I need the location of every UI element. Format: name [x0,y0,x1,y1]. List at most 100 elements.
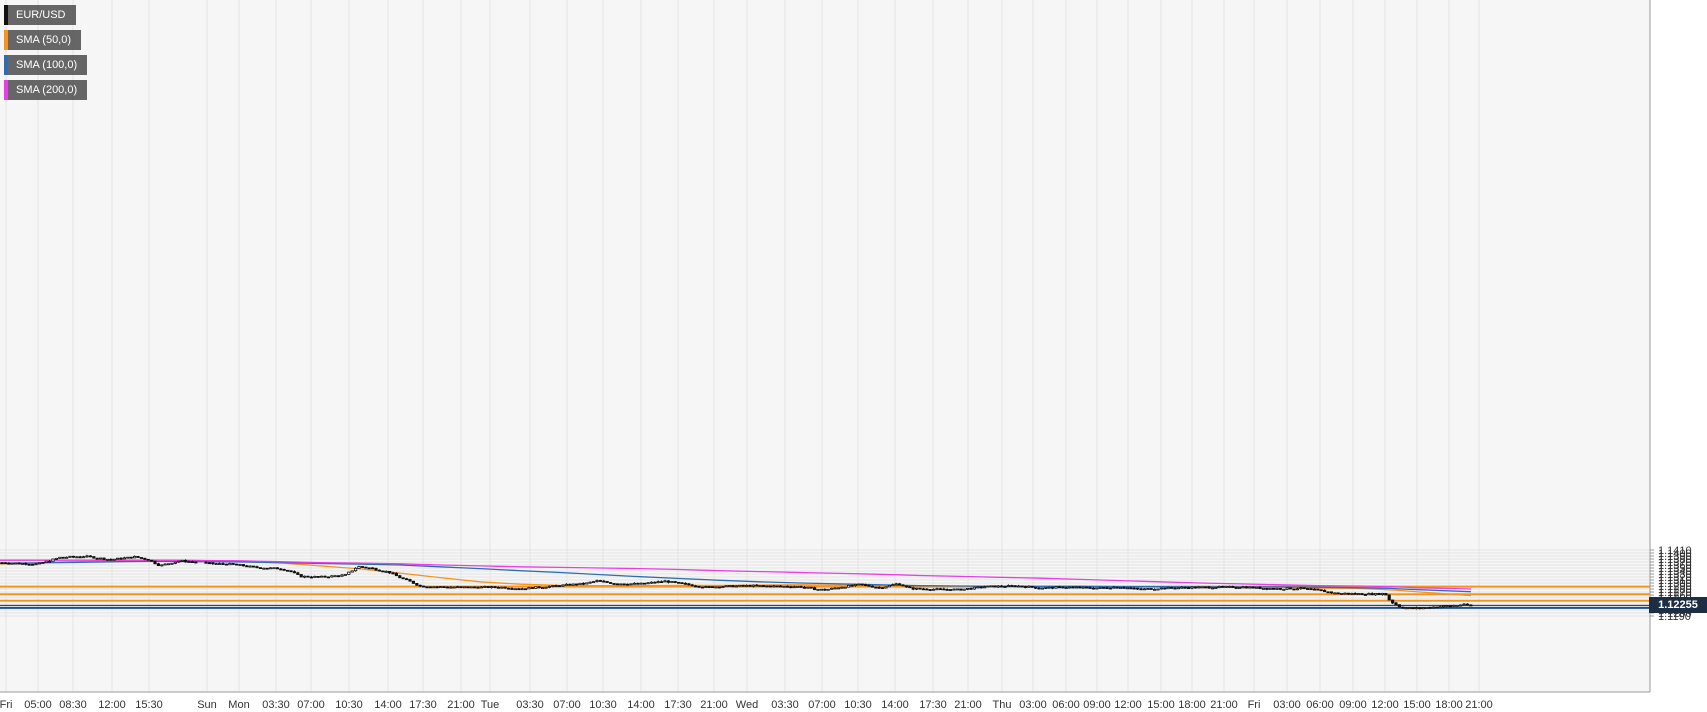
candle-body [459,586,463,589]
candle-body [347,571,351,575]
candle-body [1044,587,1048,589]
time-tick-label: 06:00 [1052,699,1080,711]
candle-body [187,561,191,563]
candle-body [765,585,769,588]
candle-body [840,586,844,589]
candle-body [1408,607,1412,610]
candle-body [1377,593,1381,596]
candle-body [887,585,892,588]
time-tick-label: 03:30 [516,699,544,711]
candle-body [1173,587,1177,590]
time-tick-label: Fri [0,699,12,711]
candle-body [857,583,861,586]
candle-body [615,583,620,586]
time-tick-label: Mon [228,699,249,711]
candle-body [755,584,759,587]
candle-body [537,586,541,589]
candle-body [1469,604,1473,607]
legend-item-sma-50[interactable]: SMA (50,0) [4,30,82,50]
candle-body [571,583,575,586]
candle-body [666,580,671,583]
candle-body [214,563,218,565]
candle-body [938,588,943,591]
candle-body [1459,604,1463,607]
candle-body [1061,586,1065,589]
candle-body [561,584,565,587]
time-tick-label: 21:00 [954,699,982,711]
candle-body [1095,587,1099,590]
time-tick-label: Sun [197,699,217,711]
candle-body [177,560,181,563]
candle-body [656,581,660,583]
candle-body [1414,607,1418,610]
candle-body [1088,587,1092,589]
candle-body [700,586,705,589]
candle-body [1163,587,1167,590]
candle-body [802,586,807,589]
candle-body [112,558,116,561]
candle-body [313,576,317,578]
candle-body [904,585,909,588]
candle-body [1207,586,1211,589]
candle-body [697,585,701,588]
candle-body [1295,588,1299,591]
time-tick-label: 15:30 [135,699,163,711]
time-tick-label: 10:30 [844,699,872,711]
candle-body [1078,586,1082,589]
candle-body [758,585,762,587]
candle-body [48,560,52,563]
candle-body [1085,586,1089,589]
candle-body [884,586,888,589]
candle-body [585,582,589,585]
candle-body [85,555,89,558]
candle-body [551,585,555,587]
candle-body [486,586,490,589]
candle-body [816,588,820,591]
plot-background [0,0,1650,692]
candle-body [234,563,239,566]
candle-body [343,574,348,576]
candle-body [13,562,18,565]
candle-body [891,584,895,586]
candle-body [217,563,222,565]
candle-body [156,563,160,567]
candle-body [1176,587,1180,590]
candle-body [1142,588,1146,591]
candle-body [983,586,987,589]
candle-body [82,556,86,559]
candle-body [775,585,779,588]
candle-body [44,560,48,564]
candle-body [629,583,633,586]
candle-body [1261,588,1265,590]
candle-body [418,584,422,587]
legend-item-eurusd[interactable]: EUR/USD [4,5,76,25]
legend-item-sma-200[interactable]: SMA (200,0) [4,80,88,100]
candle-body [92,556,96,559]
time-tick-label: 18:00 [1178,699,1206,711]
candle-body [360,566,365,568]
candle-body [285,569,290,572]
candle-body [105,558,109,561]
time-tick-label: 06:00 [1306,699,1334,711]
candle-body [1074,586,1078,589]
time-tick-label: 03:00 [1273,699,1301,711]
candle-body [1275,588,1279,590]
candle-body [109,558,113,561]
price-axis: 1.11901.12001.12101.12201.12301.12401.12… [1649,0,1692,692]
candle-body [1289,587,1293,590]
candle-body [387,571,392,574]
price-tick-label: 1.1410 [1658,545,1692,557]
legend-item-sma-100[interactable]: SMA (100,0) [4,55,88,75]
time-tick-label: 14:00 [627,699,655,711]
candle-body [1068,586,1072,589]
candle-body [853,584,858,587]
candle-body [806,586,810,589]
candle-body [1071,586,1075,589]
candle-body [1119,587,1123,589]
candle-body [1282,588,1286,591]
candle-body [102,557,106,560]
candle-body [1227,586,1231,588]
candle-body [428,586,433,589]
candle-body [1265,588,1269,590]
